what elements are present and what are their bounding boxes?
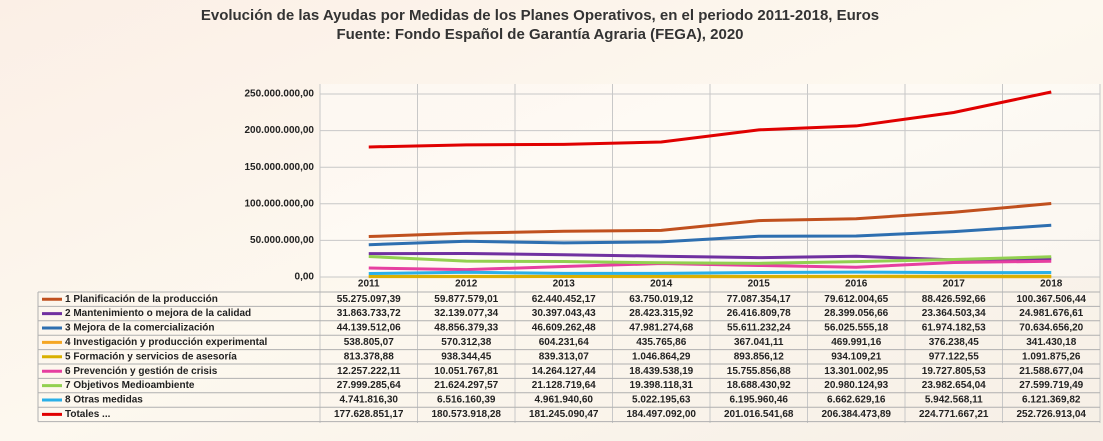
x-tick-label: 2018	[1040, 279, 1063, 290]
x-tick-label: 2016	[845, 279, 868, 290]
series-line	[369, 272, 1052, 273]
legend-label: 2 Mantenimiento o mejora de la calidad	[65, 308, 251, 319]
table-value: 184.497.092,00	[626, 409, 696, 420]
y-tick-label: 50.000.000,00	[250, 235, 314, 246]
table-value: 56.025.555,18	[824, 323, 888, 334]
table-value: 12.257.222,11	[337, 366, 401, 377]
table-value: 177.628.851,17	[334, 409, 404, 420]
legend-label: 3 Mejora de la comercialización	[65, 323, 215, 334]
table-value: 21.588.677,04	[1019, 366, 1083, 377]
table-value: 181.245.090,47	[529, 409, 599, 420]
table-value: 252.726.913,04	[1016, 409, 1086, 420]
table-value: 55.275.097,39	[337, 294, 401, 305]
table-value: 10.051.767,81	[434, 366, 498, 377]
table-value: 48.856.379,33	[434, 323, 498, 334]
x-tick-label: 2017	[943, 279, 966, 290]
table-value: 100.367.506,44	[1016, 294, 1086, 305]
table-value: 4.741.816,30	[340, 395, 399, 406]
chart: Evolución de las Ayudas por Medidas de l…	[0, 0, 1103, 441]
table-value: 62.440.452,17	[532, 294, 596, 305]
table-value: 19.398.118,31	[630, 380, 694, 391]
table-value: 18.439.538,19	[629, 366, 693, 377]
table-value: 30.397.043,43	[532, 308, 596, 319]
table-value: 201.016.541,68	[724, 409, 794, 420]
table-value: 6.662.629,16	[827, 395, 886, 406]
table-value: 23.364.503,34	[922, 308, 986, 319]
table-value: 5.022.195,63	[632, 395, 691, 406]
table-value: 26.416.809,78	[727, 308, 791, 319]
chart-title: Evolución de las Ayudas por Medidas de l…	[201, 7, 879, 24]
table-value: 813.378,88	[344, 351, 394, 362]
table-value: 19.727.805,53	[922, 366, 986, 377]
table-value: 376.238,45	[929, 337, 979, 348]
table-value: 14.264.127,44	[532, 366, 596, 377]
table-value: 224.771.667,21	[919, 409, 989, 420]
table-value: 893.856,12	[734, 351, 784, 362]
table-value: 435.765,86	[636, 337, 686, 348]
legend-label: 6 Prevención y gestión de crisis	[65, 366, 218, 377]
table-value: 20.980.124,93	[824, 380, 888, 391]
table-value: 180.573.918,28	[431, 409, 501, 420]
table-value: 206.384.473,89	[821, 409, 891, 420]
table-value: 55.611.232,24	[727, 323, 791, 334]
legend-label: 4 Investigación y producción experimenta…	[65, 337, 268, 348]
table-value: 61.974.182,53	[922, 323, 986, 334]
table-value: 938.344,45	[441, 351, 491, 362]
table-value: 570.312,38	[441, 337, 491, 348]
table-value: 27.999.285,64	[337, 380, 401, 391]
table-value: 63.750.019,12	[629, 294, 693, 305]
x-tick-label: 2014	[650, 279, 673, 290]
x-tick-label: 2011	[358, 279, 380, 290]
table-value: 47.981.274,68	[629, 323, 693, 334]
legend-label: 7 Objetivos Medioambiente	[65, 380, 195, 391]
table-value: 70.634.656,20	[1019, 323, 1083, 334]
table-value: 4.961.940,60	[535, 395, 594, 406]
chart-subtitle: Fuente: Fondo Español de Garantía Agrari…	[336, 26, 743, 43]
table-value: 59.877.579,01	[434, 294, 498, 305]
table-value: 367.041,11	[734, 337, 784, 348]
table-value: 18.688.430,92	[727, 380, 791, 391]
y-tick-label: 100.000.000,00	[244, 198, 314, 209]
table-value: 977.122,55	[929, 351, 979, 362]
table-value: 469.991,16	[831, 337, 881, 348]
table-value: 6.195.960,46	[730, 395, 789, 406]
table-value: 88.426.592,66	[922, 294, 986, 305]
table-value: 46.609.262,48	[532, 323, 596, 334]
legend-label: 8 Otras medidas	[65, 395, 143, 406]
table-value: 6.121.369,82	[1022, 395, 1081, 406]
legend-label: 1 Planificación de la producción	[65, 294, 218, 305]
table-value: 31.863.733,72	[337, 308, 401, 319]
y-tick-label: 0,00	[295, 272, 315, 283]
legend-label: Totales ...	[65, 409, 111, 420]
table-value: 6.516.160,39	[437, 395, 496, 406]
table-value: 604.231,64	[539, 337, 589, 348]
y-tick-label: 150.000.000,00	[244, 162, 314, 173]
table-value: 28.399.056,66	[824, 308, 888, 319]
table-value: 5.942.568,11	[925, 395, 983, 406]
x-tick-label: 2015	[748, 279, 771, 290]
table-value: 21.128.719,64	[532, 380, 596, 391]
x-tick-label: 2012	[455, 279, 478, 290]
table-value: 24.981.676,61	[1019, 308, 1083, 319]
table-value: 538.805,07	[344, 337, 394, 348]
table-value: 839.313,07	[539, 351, 589, 362]
x-tick-label: 2013	[553, 279, 576, 290]
y-tick-label: 250.000.000,00	[244, 89, 314, 100]
table-value: 341.430,18	[1026, 337, 1076, 348]
table-value: 1.046.864,29	[632, 351, 691, 362]
table-value: 21.624.297,57	[434, 380, 498, 391]
table-value: 23.982.654,04	[922, 380, 986, 391]
table-value: 15.755.856,88	[727, 366, 791, 377]
y-tick-label: 200.000.000,00	[244, 125, 314, 136]
table-value: 79.612.004,65	[824, 294, 888, 305]
table-value: 13.301.002,95	[824, 366, 888, 377]
table-value: 32.139.077,34	[434, 308, 498, 319]
table-value: 934.109,21	[831, 351, 881, 362]
table-value: 27.599.719,49	[1019, 380, 1083, 391]
table-value: 44.139.512,06	[337, 323, 401, 334]
table-value: 1.091.875,26	[1022, 351, 1081, 362]
table-value: 77.087.354,17	[727, 294, 791, 305]
table-value: 28.423.315,92	[629, 308, 693, 319]
legend-label: 5 Formación y servicios de asesoría	[65, 351, 237, 362]
